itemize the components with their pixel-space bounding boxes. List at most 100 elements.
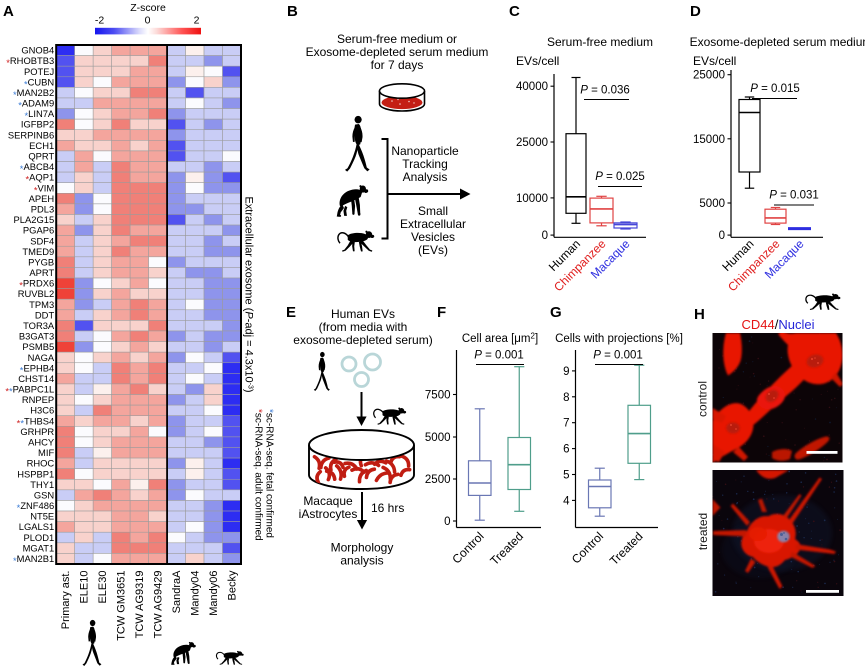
svg-text:Morphology: Morphology (331, 541, 394, 555)
svg-text:P = 0.001: P = 0.001 (474, 350, 524, 362)
svg-text:7: 7 (563, 418, 569, 430)
svg-text:0: 0 (542, 230, 548, 242)
svg-text:RHOC: RHOC (27, 458, 55, 469)
svg-text:CHST14: CHST14 (18, 373, 54, 384)
svg-text:H: H (694, 306, 705, 323)
svg-text:TMED9: TMED9 (22, 246, 54, 257)
svg-text:*LIN7A: *LIN7A (24, 108, 54, 121)
svg-text:TPM3: TPM3 (29, 299, 54, 310)
svg-text:QPRT: QPRT (28, 151, 54, 162)
svg-text:MIF: MIF (38, 447, 54, 458)
svg-text:G: G (550, 304, 562, 321)
svg-text:*PRDX6: *PRDX6 (19, 278, 54, 291)
svg-text:Serum-free medium: Serum-free medium (547, 35, 653, 49)
svg-text:EVs/cell: EVs/cell (516, 54, 559, 68)
svg-text:*ABCB4: *ABCB4 (20, 161, 54, 174)
svg-text:SDF4: SDF4 (30, 235, 54, 246)
svg-text:SandraA: SandraA (171, 570, 183, 613)
svg-text:LGALS1: LGALS1 (19, 521, 54, 532)
svg-text:analysis: analysis (340, 554, 383, 568)
svg-text:P = 0.031: P = 0.031 (769, 190, 819, 202)
svg-text:*sc-RNA-seq. adult confirmed: *sc-RNA-seq. adult confirmed (253, 409, 264, 541)
svg-text:C: C (509, 3, 520, 20)
svg-text:25000: 25000 (693, 70, 725, 82)
svg-text:P = 0.015: P = 0.015 (750, 83, 800, 95)
svg-text:treated: treated (696, 513, 710, 550)
svg-text:P = 0.001: P = 0.001 (593, 350, 643, 362)
svg-text:IGFBP2: IGFBP2 (21, 119, 54, 130)
svg-text:NAGA: NAGA (28, 352, 55, 363)
svg-text:*RHOBTB3: *RHOBTB3 (6, 55, 54, 68)
svg-text:DDT: DDT (35, 309, 55, 320)
svg-text:Mandy04: Mandy04 (189, 571, 201, 616)
svg-text:9: 9 (563, 366, 569, 378)
svg-text:APRT: APRT (29, 267, 54, 278)
svg-text:15000: 15000 (693, 134, 725, 146)
svg-text:4: 4 (563, 495, 570, 507)
svg-text:ELE30: ELE30 (97, 571, 109, 604)
svg-text:P = 0.025: P = 0.025 (595, 171, 645, 183)
svg-text:Cell area [μm2]: Cell area [μm2] (462, 332, 538, 346)
svg-text:CD44/Nuclei: CD44/Nuclei (742, 317, 815, 332)
svg-text:*CUBN: *CUBN (24, 76, 54, 89)
svg-text:PYGB: PYGB (28, 256, 54, 267)
svg-text:Cells with projections [%]: Cells with projections [%] (555, 333, 683, 345)
svg-text:40000: 40000 (516, 81, 548, 93)
svg-text:PGAP6: PGAP6 (23, 225, 54, 236)
svg-text:GNOB4: GNOB4 (21, 45, 54, 56)
svg-text:Serum-free medium or: Serum-free medium or (337, 32, 457, 46)
svg-text:*MAN2B1: *MAN2B1 (13, 553, 54, 566)
svg-text:ECH1: ECH1 (29, 140, 54, 151)
svg-text:Exosome-depleted serum medium: Exosome-depleted serum medium (690, 35, 865, 49)
svg-text:5: 5 (563, 470, 569, 482)
svg-text:Human EVs: Human EVs (331, 307, 395, 321)
svg-text:0: 0 (145, 15, 151, 27)
svg-text:TCW AG9319: TCW AG9319 (134, 571, 146, 639)
svg-text:GRHPR: GRHPR (20, 426, 54, 437)
svg-text:*MAN2B2: *MAN2B2 (13, 87, 54, 100)
svg-text:AHCY: AHCY (28, 436, 55, 447)
svg-text:B3GAT3: B3GAT3 (19, 331, 54, 342)
svg-text:Mandy06: Mandy06 (208, 571, 220, 616)
svg-text:Macaque: Macaque (303, 494, 353, 508)
svg-text:NT5E: NT5E (30, 511, 54, 522)
svg-text:Z-score: Z-score (130, 2, 166, 14)
svg-text:PDL3: PDL3 (31, 203, 54, 214)
svg-text:exosome-depleted serum): exosome-depleted serum) (293, 333, 432, 347)
svg-text:RUVBL2: RUVBL2 (18, 288, 54, 299)
svg-text:8: 8 (563, 392, 569, 404)
svg-text:**PABPC1L: **PABPC1L (5, 384, 54, 397)
svg-text:SERPINB6: SERPINB6 (8, 129, 54, 140)
svg-text:*ZNF486: *ZNF486 (17, 500, 55, 513)
svg-text:PLOD1: PLOD1 (23, 532, 54, 543)
svg-text:Extracellular exosome (P-adj =: Extracellular exosome (P-adj = 4.3x10-3) (243, 196, 255, 392)
svg-text:Exosome-depleted serum medium: Exosome-depleted serum medium (306, 45, 489, 59)
svg-text:Primary ast.: Primary ast. (60, 571, 72, 630)
svg-text:7500: 7500 (425, 390, 451, 402)
svg-text:5000: 5000 (699, 198, 725, 210)
svg-text:F: F (437, 304, 446, 321)
svg-text:*AQP1: *AQP1 (26, 172, 55, 185)
svg-text:E: E (286, 304, 296, 321)
svg-text:6: 6 (563, 444, 569, 456)
svg-text:ELE10: ELE10 (79, 571, 91, 604)
svg-text:RNPEP: RNPEP (22, 394, 54, 405)
svg-text:**THBS4: **THBS4 (17, 415, 55, 428)
svg-text:Analysis: Analysis (403, 170, 448, 184)
svg-text:2: 2 (194, 15, 200, 27)
svg-text:TCW GM3651: TCW GM3651 (115, 571, 127, 641)
svg-text:PSMB5: PSMB5 (22, 341, 54, 352)
svg-text:MGAT1: MGAT1 (23, 542, 55, 553)
svg-text:THY1: THY1 (30, 479, 54, 490)
svg-text:H3C6: H3C6 (30, 405, 54, 416)
svg-text:Tracking: Tracking (402, 157, 448, 171)
svg-text:*sc-RNA-seq. fetal confirmed: *sc-RNA-seq. fetal confirmed (264, 409, 275, 538)
svg-text:25000: 25000 (516, 137, 548, 149)
svg-text:PLA2G15: PLA2G15 (14, 214, 55, 225)
svg-text:-2: -2 (95, 15, 104, 27)
svg-text:(from media with: (from media with (319, 320, 408, 334)
svg-text:HSPBP1: HSPBP1 (17, 468, 54, 479)
svg-text:POTEJ: POTEJ (24, 66, 54, 77)
svg-text:(EVs): (EVs) (418, 243, 448, 257)
svg-text:Nanoparticle: Nanoparticle (391, 144, 459, 158)
